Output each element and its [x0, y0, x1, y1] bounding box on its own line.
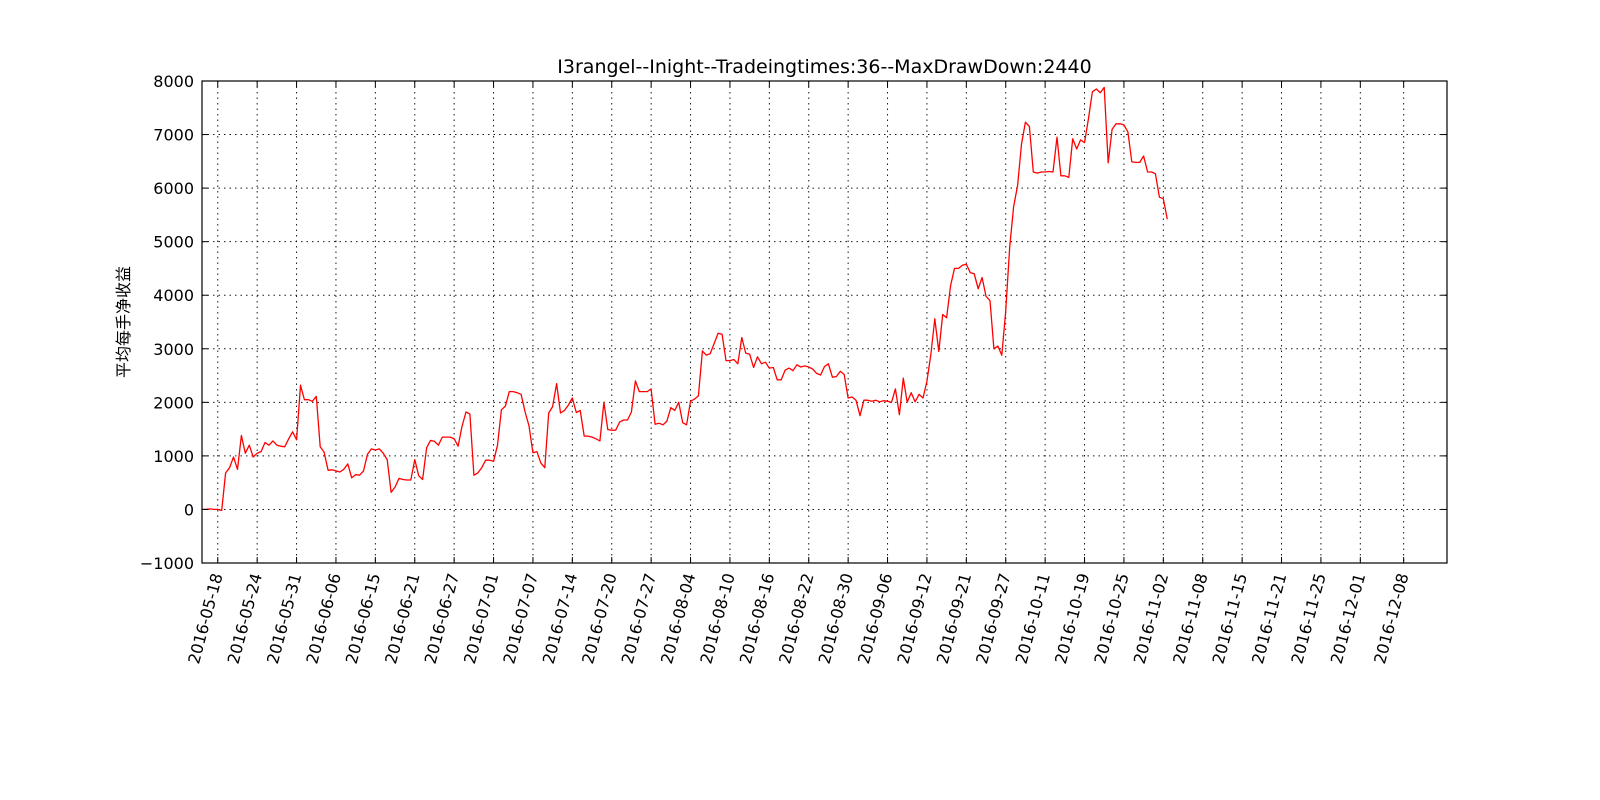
x-tick-label: 2016-07-27	[618, 571, 660, 666]
x-tick-label: 2016-08-16	[736, 571, 778, 666]
x-tick-label: 2016-12-08	[1370, 571, 1412, 666]
x-tick-label: 2016-10-19	[1051, 571, 1093, 666]
y-tick-label: 2000	[153, 393, 194, 412]
x-tick-label: 2016-09-21	[933, 571, 975, 666]
x-tick-label: 2016-08-30	[815, 571, 857, 666]
x-tick-label: 2016-10-11	[1012, 571, 1054, 666]
y-tick-label: −1000	[140, 554, 194, 573]
y-axis-label: 平均每手净收益	[114, 266, 133, 378]
x-tick-label: 2016-12-01	[1327, 571, 1369, 666]
x-tick-label: 2016-11-15	[1209, 571, 1251, 666]
x-tick-label: 2016-11-21	[1248, 571, 1290, 666]
x-tick-label: 2016-07-14	[539, 571, 581, 666]
y-tick-label: 3000	[153, 340, 194, 359]
chart-title: I3rangel--Inight--Tradeingtimes:36--MaxD…	[557, 56, 1091, 78]
x-tick-label: 2016-09-27	[972, 571, 1014, 666]
x-tick-label: 2016-07-01	[460, 571, 502, 666]
x-tick-label: 2016-07-20	[578, 571, 620, 666]
x-tick-label: 2016-05-18	[184, 571, 226, 666]
series-layer	[202, 86, 1168, 512]
x-tick-label: 2016-05-31	[263, 571, 305, 666]
gridlines	[202, 81, 1447, 563]
x-tick-label: 2016-07-07	[499, 571, 541, 666]
x-tick-label: 2016-06-21	[381, 571, 423, 666]
plot-frame	[201, 80, 1448, 564]
x-axis: 2016-05-182016-05-242016-05-312016-06-06…	[184, 81, 1413, 666]
y-tick-label: 7000	[153, 126, 194, 145]
series-line	[202, 86, 1168, 512]
y-tick-label: 1000	[153, 447, 194, 466]
x-tick-label: 2016-11-02	[1130, 571, 1172, 666]
x-tick-label: 2016-06-06	[302, 571, 344, 666]
y-axis: −1000 0 1000 2000 3000 4000 5000 6000 7000 8000	[140, 72, 1447, 573]
y-tick-label: 5000	[153, 233, 194, 252]
x-tick-label: 2016-09-12	[893, 571, 935, 666]
x-tick-label: 2016-08-04	[657, 571, 699, 666]
x-tick-label: 2016-06-27	[421, 571, 463, 666]
y-tick-label: 0	[184, 500, 194, 519]
x-tick-label: 2016-11-25	[1287, 571, 1329, 666]
x-tick-label: 2016-09-06	[854, 571, 896, 666]
y-tick-label: 4000	[153, 286, 194, 305]
y-tick-label: 6000	[153, 179, 194, 198]
y-tick-label: 8000	[153, 72, 194, 91]
x-tick-label: 2016-06-15	[342, 571, 384, 666]
x-tick-label: 2016-05-24	[224, 571, 266, 666]
x-tick-label: 2016-11-08	[1169, 571, 1211, 666]
x-tick-label: 2016-10-25	[1090, 571, 1132, 666]
x-tick-label: 2016-08-22	[775, 571, 817, 666]
x-tick-label: 2016-08-10	[696, 571, 738, 666]
